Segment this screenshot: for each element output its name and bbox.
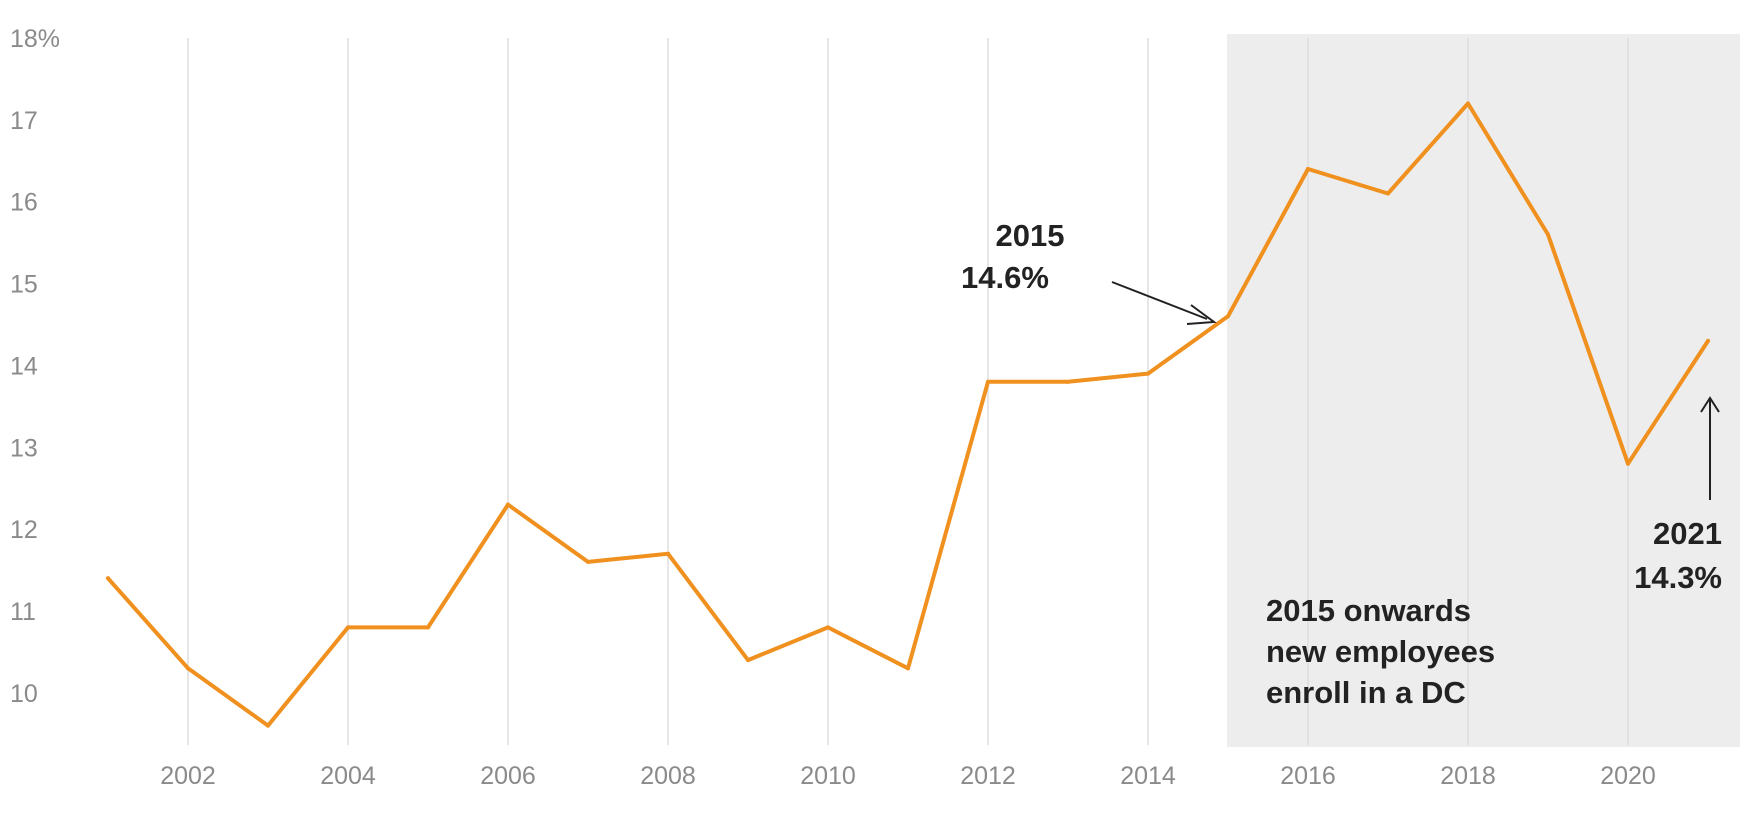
x-axis: 2002 2004 2006 2008 2010 2012 2014 2016 2018 2020 xyxy=(160,762,1656,790)
data-point xyxy=(826,625,830,630)
region-note-line-3: enroll in a DC xyxy=(1266,675,1466,710)
grid-layer xyxy=(187,38,1629,745)
data-point xyxy=(506,502,510,507)
data-point xyxy=(906,666,910,671)
data-point xyxy=(746,658,750,663)
data-point xyxy=(1306,166,1310,171)
data-point xyxy=(586,559,590,564)
y-tick-label: 15 xyxy=(10,271,38,299)
y-tick-label: 13 xyxy=(10,434,38,462)
x-tick-label: 2006 xyxy=(480,762,536,790)
x-tick-label: 2020 xyxy=(1600,762,1656,790)
y-tick-label: 16 xyxy=(10,189,38,217)
data-point xyxy=(1466,101,1470,106)
annotation-2021: 2021 14.3% xyxy=(1634,396,1722,595)
y-axis: 18% 17 16 15 14 13 12 11 10 xyxy=(10,25,60,708)
x-tick-label: 2004 xyxy=(320,762,376,790)
data-point xyxy=(426,625,430,630)
annotation-2015-value: 14.6% xyxy=(961,260,1049,295)
y-tick-label: 17 xyxy=(10,107,38,135)
region-note-line-2: new employees xyxy=(1266,634,1495,669)
annotation-2015-year: 2015 xyxy=(996,218,1065,253)
shaded-region xyxy=(1227,34,1740,747)
y-tick-label: 14 xyxy=(10,352,38,380)
annotation-2021-value: 14.3% xyxy=(1634,560,1722,595)
y-tick-label: 18% xyxy=(10,25,60,53)
annotation-2021-arrow-head xyxy=(1700,396,1720,413)
series-layer xyxy=(106,101,1710,728)
y-tick-label: 10 xyxy=(10,680,38,708)
data-point xyxy=(986,379,990,384)
shaded-region-layer xyxy=(1227,34,1740,747)
x-tick-label: 2002 xyxy=(160,762,216,790)
data-point xyxy=(1546,232,1550,237)
annotation-2015-arrow-line xyxy=(1111,281,1208,320)
data-point xyxy=(1066,379,1070,384)
data-point xyxy=(1626,461,1630,466)
y-tick-label: 12 xyxy=(10,516,38,544)
x-tick-label: 2018 xyxy=(1440,762,1496,790)
data-point xyxy=(1706,338,1710,343)
data-point xyxy=(1226,314,1230,319)
data-point xyxy=(1386,191,1390,196)
region-note: 2015 onwards new employees enroll in a D… xyxy=(1266,593,1495,710)
x-tick-label: 2014 xyxy=(1120,762,1176,790)
data-point xyxy=(346,625,350,630)
data-point xyxy=(266,723,270,728)
data-point xyxy=(1146,371,1150,376)
x-tick-label: 2016 xyxy=(1280,762,1336,790)
x-tick-label: 2008 xyxy=(640,762,696,790)
annotation-2015-arrow-head xyxy=(1186,304,1217,325)
region-note-line-1: 2015 onwards xyxy=(1266,593,1471,628)
annotation-2015: 2015 14.6% xyxy=(961,218,1217,325)
x-tick-label: 2012 xyxy=(960,762,1016,790)
data-point xyxy=(666,551,670,556)
data-point xyxy=(186,666,190,671)
x-tick-label: 2010 xyxy=(800,762,856,790)
data-point xyxy=(106,576,110,581)
y-tick-label: 11 xyxy=(10,598,36,626)
annotation-2021-year: 2021 xyxy=(1653,516,1722,551)
